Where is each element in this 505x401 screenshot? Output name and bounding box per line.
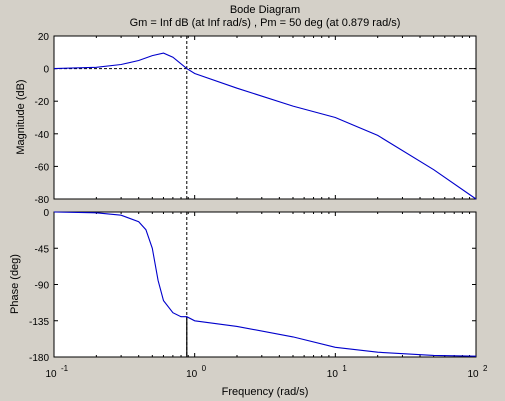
chart-subtitle: Gm = Inf dB (at Inf rad/s) , Pm = 50 deg… bbox=[130, 17, 401, 29]
y-tick-label: 0 bbox=[43, 65, 49, 76]
phase-ylabel: Phase (deg) bbox=[9, 254, 21, 314]
x-axis-label: Frequency (rad/s) bbox=[222, 386, 309, 398]
plot-area bbox=[53, 211, 477, 358]
x-tick-exponent: 1 bbox=[342, 364, 347, 373]
magnitude-curve bbox=[53, 52, 477, 200]
magnitude-ylabel: Magnitude (dB) bbox=[15, 79, 27, 154]
x-tick-label: 10 bbox=[45, 369, 57, 380]
phase-curve bbox=[53, 211, 477, 357]
y-tick-label: -20 bbox=[35, 97, 50, 108]
x-tick-exponent: -1 bbox=[61, 364, 69, 373]
x-tick-label: 10 bbox=[327, 369, 339, 380]
x-tick-exponent: 0 bbox=[202, 364, 207, 373]
y-tick-label: 20 bbox=[38, 32, 50, 43]
magnitude-axes: 20 0 -20 -40 -60 -80 bbox=[35, 32, 477, 206]
y-tick-label: -180 bbox=[29, 353, 49, 364]
y-tick-label: -60 bbox=[35, 162, 50, 173]
x-tick-exponent: 2 bbox=[483, 364, 488, 373]
y-tick-label: 0 bbox=[43, 208, 49, 219]
x-tick-label: 10 bbox=[467, 369, 479, 380]
y-tick-label: -45 bbox=[35, 244, 50, 255]
y-tick-label: -135 bbox=[29, 317, 49, 328]
y-tick-label: -40 bbox=[35, 130, 50, 141]
y-tick-label: -90 bbox=[35, 281, 50, 292]
y-tick-label: -80 bbox=[35, 195, 50, 206]
chart-title: Bode Diagram bbox=[230, 4, 300, 16]
x-tick-label: 10 bbox=[186, 369, 198, 380]
plot-area bbox=[53, 35, 477, 200]
